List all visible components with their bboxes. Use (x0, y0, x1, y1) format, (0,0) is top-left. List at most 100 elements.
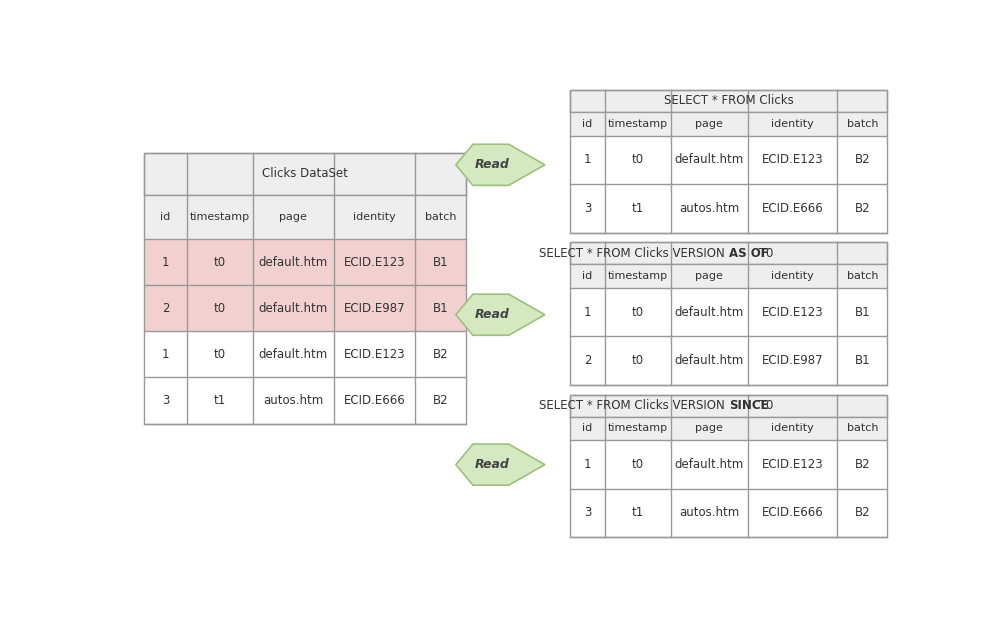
Text: identity: identity (771, 271, 814, 281)
Text: t1: t1 (631, 506, 644, 519)
Text: ECID.E123: ECID.E123 (344, 348, 406, 361)
Text: page: page (280, 212, 308, 222)
Text: ECID.E987: ECID.E987 (344, 302, 406, 315)
Text: timestamp: timestamp (607, 271, 668, 281)
Text: t0: t0 (214, 256, 226, 269)
Text: B2: B2 (854, 506, 870, 519)
Text: 3: 3 (583, 202, 591, 215)
Text: ECID.E123: ECID.E123 (762, 458, 823, 471)
Text: 2: 2 (162, 302, 169, 315)
Text: ECID.E123: ECID.E123 (762, 306, 823, 318)
Text: default.htm: default.htm (674, 458, 744, 471)
Text: B2: B2 (854, 202, 870, 215)
Text: timestamp: timestamp (607, 119, 668, 129)
Text: t0: t0 (214, 302, 226, 315)
Text: default.htm: default.htm (674, 153, 744, 166)
Text: t0: t0 (631, 153, 644, 166)
Bar (570, 242, 887, 264)
Text: B1: B1 (433, 256, 449, 269)
Text: B1: B1 (854, 354, 870, 367)
Text: autos.htm: autos.htm (679, 506, 739, 519)
Bar (144, 195, 466, 239)
Bar (570, 440, 887, 489)
Text: Clicks DataSet: Clicks DataSet (262, 167, 348, 180)
Bar (570, 416, 887, 440)
Text: batch: batch (846, 423, 878, 433)
Text: ECID.E666: ECID.E666 (762, 202, 823, 215)
Text: 1: 1 (583, 458, 591, 471)
Bar (570, 394, 887, 416)
Text: page: page (695, 423, 723, 433)
Text: 3: 3 (162, 394, 169, 407)
Text: 3: 3 (583, 506, 591, 519)
Text: 1: 1 (583, 306, 591, 318)
Text: identity: identity (771, 119, 814, 129)
Text: ECID.E666: ECID.E666 (344, 394, 406, 407)
Text: t1: t1 (214, 394, 226, 407)
Bar (570, 337, 887, 385)
Text: t0: t0 (631, 458, 644, 471)
Bar (570, 136, 887, 184)
Text: id: id (582, 271, 592, 281)
Text: batch: batch (425, 212, 457, 222)
Text: default.htm: default.htm (259, 256, 328, 269)
Text: B2: B2 (854, 153, 870, 166)
Text: AS OF: AS OF (728, 247, 768, 260)
Text: default.htm: default.htm (674, 306, 744, 318)
Bar (144, 239, 466, 285)
Text: t1: t1 (631, 202, 644, 215)
Text: 1: 1 (162, 256, 169, 269)
Text: timestamp: timestamp (607, 423, 668, 433)
Text: id: id (582, 119, 592, 129)
Text: default.htm: default.htm (259, 302, 328, 315)
Text: timestamp: timestamp (190, 212, 250, 222)
Text: SINCE: SINCE (728, 399, 768, 412)
Text: identity: identity (771, 423, 814, 433)
Text: T0: T0 (755, 247, 773, 260)
Text: ECID.E123: ECID.E123 (762, 153, 823, 166)
Text: autos.htm: autos.htm (679, 202, 739, 215)
Text: ECID.E666: ECID.E666 (762, 506, 823, 519)
Text: SELECT * FROM Clicks: SELECT * FROM Clicks (664, 94, 793, 107)
Text: Read: Read (476, 308, 510, 322)
Text: ECID.E987: ECID.E987 (762, 354, 823, 367)
Text: autos.htm: autos.htm (263, 394, 324, 407)
Bar (570, 242, 887, 385)
Text: batch: batch (846, 271, 878, 281)
Text: B2: B2 (854, 458, 870, 471)
Text: default.htm: default.htm (259, 348, 328, 361)
Text: t0: t0 (214, 348, 226, 361)
Text: Read: Read (476, 458, 510, 471)
Bar (570, 184, 887, 232)
Text: batch: batch (846, 119, 878, 129)
Text: B2: B2 (433, 348, 449, 361)
Bar (570, 489, 887, 537)
Text: T0: T0 (755, 399, 773, 412)
Bar (570, 288, 887, 337)
Bar (144, 377, 466, 423)
Bar (144, 285, 466, 332)
Text: 1: 1 (162, 348, 169, 361)
Text: t0: t0 (631, 354, 644, 367)
Polygon shape (456, 144, 544, 185)
Text: ECID.E123: ECID.E123 (344, 256, 406, 269)
Text: SELECT * FROM Clicks VERSION: SELECT * FROM Clicks VERSION (539, 247, 728, 260)
Bar (144, 332, 466, 377)
Text: Read: Read (476, 158, 510, 171)
Text: id: id (161, 212, 171, 222)
Text: 2: 2 (583, 354, 591, 367)
Polygon shape (456, 294, 544, 335)
Bar (144, 153, 466, 195)
Bar (144, 153, 466, 423)
Text: page: page (695, 119, 723, 129)
Bar (570, 394, 887, 537)
Text: SELECT * FROM Clicks VERSION: SELECT * FROM Clicks VERSION (539, 399, 728, 412)
Text: B1: B1 (433, 302, 449, 315)
Text: B2: B2 (433, 394, 449, 407)
Bar (570, 90, 887, 112)
Text: id: id (582, 423, 592, 433)
Text: B1: B1 (854, 306, 870, 318)
Text: page: page (695, 271, 723, 281)
Text: 1: 1 (583, 153, 591, 166)
Bar (570, 112, 887, 136)
